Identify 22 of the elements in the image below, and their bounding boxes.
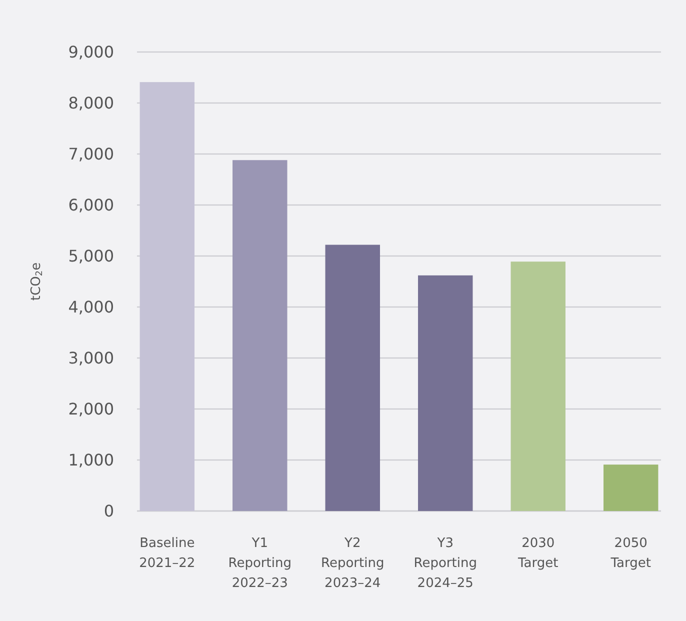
y-tick-label: 3,000	[68, 348, 114, 368]
y-tick-label: 5,000	[68, 246, 114, 266]
x-tick-label: Y3 Reporting 2024–25	[414, 536, 477, 591]
y-tick-label: 4,000	[68, 298, 114, 317]
x-tick-label: Y1 Reporting 2022–23	[228, 536, 292, 591]
bar	[140, 82, 194, 511]
y-tick-label: 2,000	[68, 400, 114, 419]
bar	[232, 160, 288, 511]
x-tick-label: Y2 Reporting 2023–24	[321, 536, 384, 591]
x-tick-label: 2050 Target	[610, 536, 651, 571]
y-tick-label: 1,000	[68, 450, 114, 470]
x-tick-label: 2030 Target	[517, 536, 558, 571]
y-tick-label: 0	[104, 502, 114, 521]
bar	[604, 464, 658, 511]
bar	[418, 275, 473, 511]
bar	[325, 244, 380, 511]
y-tick-label: 8,000	[68, 94, 114, 113]
x-tick-label: Baseline 2021–22	[139, 536, 196, 571]
bar	[510, 262, 566, 511]
y-tick-label: 7,000	[68, 144, 114, 164]
y-tick-label: 9,000	[68, 42, 114, 62]
y-tick-label: 6,000	[68, 196, 114, 215]
